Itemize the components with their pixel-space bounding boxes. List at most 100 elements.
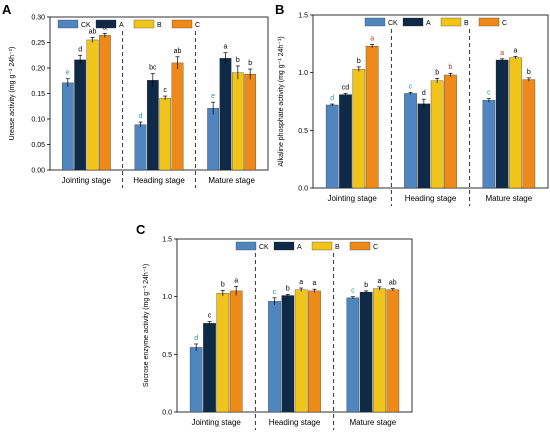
chart-b-legend-label: B [464, 20, 469, 27]
chart-a-significance-letter: ab [174, 48, 182, 55]
chart-a-bar [244, 73, 257, 171]
chart-a-bar [232, 72, 244, 171]
chart-a-significance-letter: d [139, 113, 143, 120]
chart-a-significance-letter: e [66, 70, 70, 77]
chart-b-bar [430, 80, 444, 189]
chart-b-ytick-label: 0.5 [298, 128, 308, 135]
chart-a-bar [207, 108, 219, 171]
chart-c-bar [308, 290, 321, 413]
chart-c-ylabel: Sucrose enzyme activity (mg g⁻¹ 24h⁻¹) [143, 264, 150, 387]
chart-b-bar [339, 94, 352, 189]
chart-a-legend-swatch [57, 19, 79, 29]
chart-b-bar [509, 57, 522, 189]
chart-b-significance-letter: c [487, 90, 491, 97]
chart-a-bar [86, 39, 99, 171]
chart-a-bar [171, 62, 184, 171]
chart-b-legend-label: C [502, 20, 507, 27]
chart-b-ylabel: Alkaline phosphate activity (mg g⁻¹ 24h⁻… [278, 36, 285, 166]
alkaline-phosphate-chart: 0.0 0.5 1.0 1.5 Alkaline phosphate activity … [278, 13, 549, 206]
chart-c-legend-swatch [273, 241, 295, 251]
chart-c-bar [386, 289, 400, 413]
chart-b-significance-letter: d [422, 90, 426, 97]
chart-a-significance-letter: b [248, 60, 252, 67]
chart-a-legend-swatch [95, 19, 117, 29]
chart-c-significance-letter: c [273, 289, 277, 296]
chart-c-xtick-label: Mature stage [349, 418, 396, 427]
chart-c-xtick-label: Jointing stage [191, 418, 241, 427]
chart-b-bar [522, 79, 536, 189]
sucrose-enzyme-chart: 0.0 0.5 1.0 1.5 Sucrose enzyme activity (mg … [143, 237, 413, 430]
chart-a-ytick-label: 0.20 [31, 66, 45, 73]
chart-b-bar [365, 45, 379, 189]
urease-activity-chart: 0.00 0.05 0.10 0.15 0.20 0.25 0.30 Urease activ… [9, 15, 269, 188]
chart-b-legend-label: A [426, 20, 431, 27]
chart-c-bar [203, 323, 216, 413]
chart-b-bar [417, 103, 431, 189]
chart-b-xtick-label: Mature stage [485, 194, 532, 203]
chart-a-legend-label: B [157, 22, 162, 29]
panel-letter-a: A [2, 2, 12, 17]
chart-c-significance-letter: c [351, 288, 355, 295]
chart-b-ytick-label: 1.5 [298, 13, 308, 20]
chart-a-bar [99, 35, 111, 171]
chart-c-significance-letter: b [286, 285, 290, 292]
chart-a-ytick-label: 0.15 [31, 91, 45, 98]
chart-b-legend-swatch [402, 17, 424, 27]
chart-b-significance-letter: cd [342, 84, 350, 91]
chart-c-ytick-label: 1.0 [162, 294, 172, 301]
chart-b-bar [325, 104, 339, 189]
chart-c-legend-swatch [235, 241, 257, 251]
chart-a-significance-letter: ab [89, 28, 97, 35]
chart-c-bar [216, 293, 230, 413]
chart-c-bar [373, 288, 386, 413]
chart-c-bar [268, 301, 281, 413]
chart-a-legend-swatch [133, 19, 155, 29]
chart-a-legend-label: C [195, 22, 200, 29]
chart-a-ytick-label: 0.30 [31, 15, 45, 22]
chart-a-ytick-label: 0.25 [31, 40, 45, 47]
chart-b-bar [495, 59, 509, 189]
chart-c-bar [229, 290, 243, 413]
chart-a-ytick-label: 0.00 [31, 168, 45, 175]
chart-b-significance-letter: b [449, 64, 453, 71]
chart-c-significance-letter: a [378, 278, 382, 285]
chart-c-significance-letter: ab [389, 280, 397, 287]
chart-b-legend-label: CK [388, 20, 398, 27]
chart-c-legend-label: B [335, 244, 340, 251]
chart-b-xtick-label: Heading stage [405, 194, 457, 203]
chart-b-bar [404, 93, 417, 189]
chart-c-significance-letter: c [208, 312, 212, 319]
chart-a-xtick-label: Heading stage [133, 176, 185, 185]
chart-a-bar [159, 97, 172, 171]
chart-c-significance-letter: b [364, 282, 368, 289]
chart-b-legend-swatch [364, 17, 386, 27]
chart-c-ytick-label: 0.5 [162, 352, 172, 359]
chart-b-significance-letter: b [435, 69, 439, 76]
chart-c-significance-letter: d [194, 335, 198, 342]
chart-b-ytick-label: 1.0 [298, 70, 308, 77]
chart-b-bar [352, 69, 366, 189]
chart-a-significance-letter: e [211, 93, 215, 100]
chart-b-frame [312, 14, 549, 189]
chart-a-ytick-label: 0.05 [31, 142, 45, 149]
chart-b-significance-letter: a [370, 35, 374, 42]
chart-c-ytick-label: 0.0 [162, 410, 172, 417]
chart-a-bar [219, 58, 232, 171]
chart-c-ytick-label: 1.5 [162, 237, 172, 244]
chart-c-significance-letter: b [221, 281, 225, 288]
chart-b-significance-letter: a [500, 50, 504, 57]
chart-c-bar [189, 347, 203, 413]
chart-b-ytick-label: 0.0 [298, 186, 308, 193]
chart-b-legend-swatch [478, 17, 500, 27]
chart-b-significance-letter: a [514, 48, 518, 55]
chart-c-bar [294, 289, 308, 413]
chart-c-legend-label: CK [259, 244, 269, 251]
chart-a-bar [74, 59, 86, 171]
chart-c-frame [176, 238, 413, 413]
chart-a-legend-label: CK [81, 22, 91, 29]
chart-b-legend-swatch [440, 17, 462, 27]
chart-b-significance-letter: c [409, 83, 413, 90]
chart-c-bar [281, 295, 295, 413]
chart-b-significance-letter: b [357, 58, 361, 65]
chart-b-significance-letter: b [527, 69, 531, 76]
